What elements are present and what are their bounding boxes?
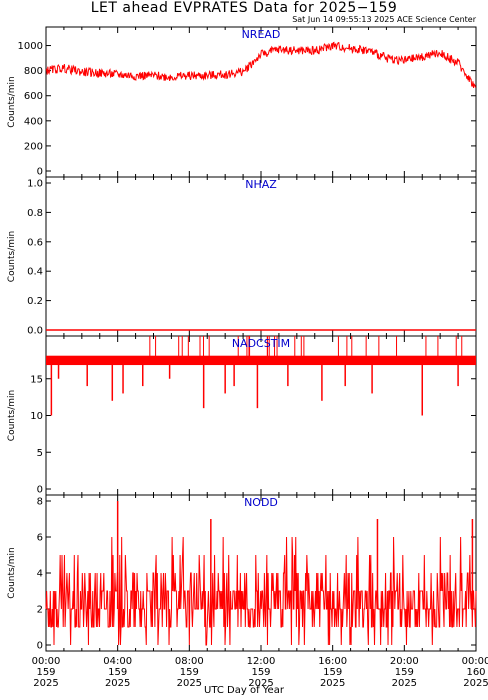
x-tick-year-label: 2025 [33, 678, 58, 689]
y-tick-label: 1.0 [27, 179, 43, 190]
x-tick-doy-label: 159 [323, 667, 342, 678]
y-tick-label: 8 [37, 497, 43, 508]
x-tick-doy-label: 159 [180, 667, 199, 678]
y-tick-label: 2 [37, 605, 43, 616]
x-tick-year-label: 2025 [320, 678, 345, 689]
y-tick-label: 0.8 [27, 208, 43, 219]
y-tick-label: 0.0 [27, 326, 43, 337]
y-axis-label: Counts/min [7, 390, 17, 441]
x-tick-doy-label: 159 [36, 667, 55, 678]
y-tick-label: 400 [24, 116, 43, 127]
y-axis-label: Counts/min [7, 547, 17, 598]
panel-frame [45, 494, 477, 652]
y-tick-label: 4 [37, 569, 43, 580]
x-tick-time-label: 00:00 [32, 656, 61, 667]
x-tick-doy-label: 160 [466, 667, 485, 678]
x-tick-year-label: 2025 [177, 678, 202, 689]
y-tick-label: 1000 [18, 41, 43, 52]
timestamp: Sat Jun 14 09:55:13 2025 ACE Science Cen… [292, 15, 476, 24]
x-tick-year-label: 2025 [392, 678, 417, 689]
y-tick-label: 200 [24, 141, 43, 152]
y-tick-label: 0 [37, 641, 43, 652]
y-tick-label: 800 [24, 66, 43, 77]
x-tick-time-label: 12:00 [247, 656, 276, 667]
x-tick-time-label: 04:00 [103, 656, 132, 667]
y-tick-label: 0.4 [27, 267, 43, 278]
x-tick-year-label: 2025 [248, 678, 273, 689]
x-tick-doy-label: 159 [395, 667, 414, 678]
y-tick-label: 6 [37, 533, 43, 544]
x-tick-time-label: 16:00 [318, 656, 347, 667]
chart-title: LET ahead EVPRATES Data for 2025−159 [90, 0, 398, 16]
x-axis-label: UTC Day of Year [204, 685, 284, 696]
x-tick-doy-label: 159 [108, 667, 127, 678]
x-tick-doy-label: 159 [251, 667, 270, 678]
panel-frame [45, 176, 477, 337]
panel-label-nadcstim: NADCSTIM [232, 337, 290, 350]
y-tick-label: 0.6 [27, 237, 43, 248]
x-tick-time-label: 08:00 [175, 656, 204, 667]
panel-label-nhaz: NHAZ [245, 178, 277, 191]
y-axis-label: Counts/min [7, 76, 17, 127]
x-tick-time-label: 20:00 [390, 656, 419, 667]
y-axis-label: Counts/min [7, 231, 17, 282]
x-tick-year-label: 2025 [105, 678, 130, 689]
y-tick-label: 10 [30, 411, 43, 422]
nread-series-line [45, 41, 477, 89]
y-tick-label: 0.2 [27, 296, 43, 307]
x-tick-year-label: 2025 [463, 678, 488, 689]
panel-frame [45, 26, 477, 178]
panel-label-nodd: NODD [244, 496, 278, 509]
y-tick-label: 0 [37, 485, 43, 496]
y-tick-label: 600 [24, 91, 43, 102]
x-tick-time-label: 00:00 [462, 656, 488, 667]
panel-label-nread: NREAD [242, 28, 281, 41]
y-tick-label: 15 [30, 374, 43, 385]
nadcstim-band [46, 355, 476, 366]
y-tick-label: 5 [37, 448, 43, 459]
y-tick-label: 0 [37, 167, 43, 178]
nodd-series-line [45, 536, 477, 646]
